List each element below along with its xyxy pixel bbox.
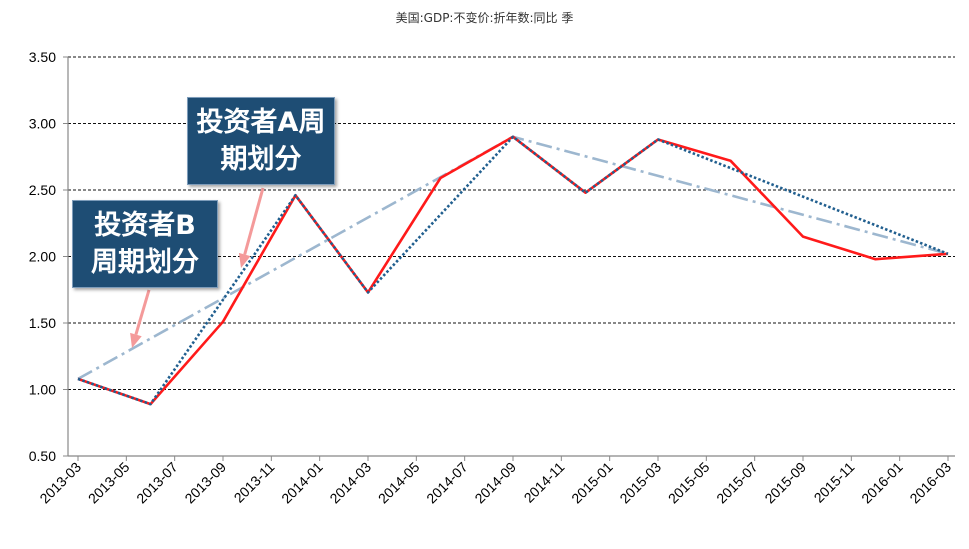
annotation-a-arrow (238, 187, 265, 268)
annotation-b-line-1: 投资者B (94, 210, 196, 241)
x-tick-label: 2013-07 (133, 459, 181, 507)
x-tick-label: 2013-11 (231, 459, 278, 506)
x-tick-label: 2013-03 (36, 459, 84, 507)
y-tick-label: 3.00 (29, 116, 56, 132)
x-tick-label: 2015-07 (713, 459, 761, 507)
x-axis-ticks: 2013-03 2013-05 2013-07 2013-09 2013-11 2014-… (36, 456, 954, 506)
y-tick-label: 3.50 (29, 49, 56, 65)
x-tick-label: 2015-01 (568, 459, 616, 507)
y-axis-ticks: 3.50 3.00 2.50 2.00 1.50 1.00 0.50 (29, 49, 68, 464)
annotation-a-line-2: 期划分 (220, 144, 302, 175)
x-tick-label: 2015-09 (761, 459, 809, 507)
x-tick-label: 2014-05 (375, 459, 423, 507)
annotation-b-arrow (130, 289, 151, 348)
chart-title: 美国:GDP:不变价:折年数:同比 季 (395, 11, 574, 25)
x-tick-label: 2016-01 (858, 459, 906, 507)
y-tick-label: 1.50 (29, 315, 56, 331)
annotation-b-line-2: 周期划分 (91, 247, 199, 278)
annotation-a-arrow-head (238, 252, 251, 268)
annotation-b-box: 投资者B 周期划分 (72, 200, 218, 288)
x-tick-label: 2015-05 (665, 459, 713, 507)
x-tick-label: 2014-09 (471, 459, 519, 507)
annotation-b-arrow-shaft (134, 289, 151, 336)
y-tick-label: 2.00 (29, 249, 56, 265)
y-tick-label: 2.50 (29, 182, 56, 198)
x-tick-label: 2016-03 (906, 459, 954, 507)
x-tick-label: 2014-07 (423, 459, 471, 507)
annotation-a-box: 投资者A周 期划分 (187, 97, 335, 185)
x-tick-label: 2013-09 (181, 459, 229, 507)
x-tick-label: 2014-01 (278, 459, 326, 507)
x-tick-label: 2015-11 (811, 459, 858, 506)
annotation-a-arrow-shaft (243, 187, 265, 255)
x-tick-label: 2014-03 (326, 459, 374, 507)
series-line-dotted (77, 135, 949, 406)
series-lines (77, 135, 949, 406)
x-tick-label: 2013-05 (85, 459, 133, 507)
annotation-arrows (130, 187, 265, 348)
y-tick-label: 0.50 (29, 448, 56, 464)
x-tick-label: 2014-11 (521, 459, 568, 506)
y-tick-label: 1.00 (29, 382, 56, 398)
x-tick-label: 2015-03 (616, 459, 664, 507)
annotation-b-arrow-head (130, 332, 142, 348)
annotation-a-line-1: 投资者A周 (196, 107, 326, 138)
